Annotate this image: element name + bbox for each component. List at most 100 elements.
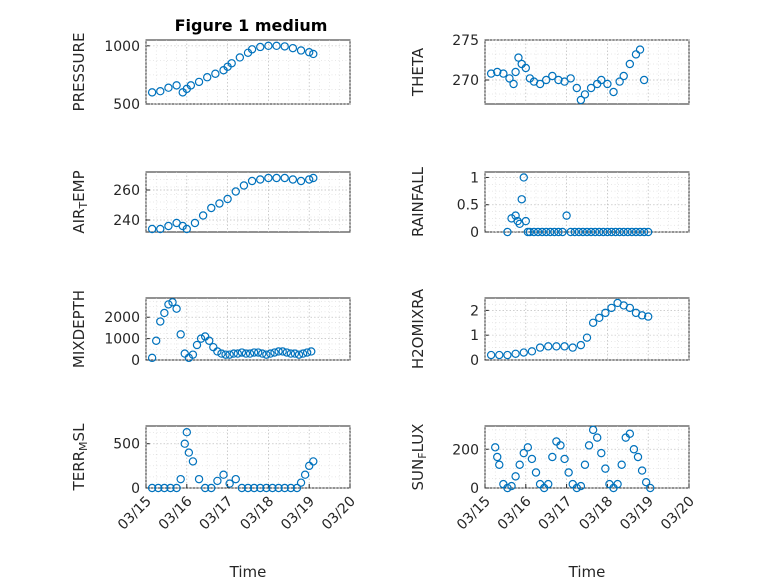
data-point — [523, 443, 533, 452]
data-point — [519, 448, 528, 458]
data-point — [274, 483, 283, 493]
data-point — [309, 173, 318, 183]
data-point — [611, 227, 620, 237]
data-point — [156, 317, 165, 326]
data-point — [202, 73, 212, 82]
data-point — [576, 95, 586, 105]
subplot-8: 0 200 03/15 03/16 03/17 03/18 03/19 03/20 SUNFLU… — [409, 424, 698, 581]
data-point — [207, 483, 216, 493]
data-point — [550, 227, 559, 237]
data-point — [499, 69, 508, 78]
data-point — [533, 227, 543, 237]
data-point — [546, 227, 555, 237]
data-point — [211, 69, 220, 78]
x-tick-label: 03/16 — [495, 493, 535, 533]
data-point — [582, 227, 592, 237]
data-point — [495, 460, 504, 469]
data-point — [635, 227, 645, 237]
data-point — [491, 443, 500, 452]
subplot-2: 270 275 THETA — [409, 33, 690, 105]
data-point — [160, 308, 169, 318]
data-point — [268, 483, 277, 493]
data-point — [548, 452, 557, 462]
data-point — [172, 483, 181, 493]
data-point — [584, 441, 594, 450]
data-point — [566, 74, 575, 83]
data-point — [180, 439, 189, 448]
data-point — [601, 308, 610, 318]
y-tick-label: 1000 — [104, 39, 140, 55]
data-point — [495, 350, 504, 360]
data-point — [639, 75, 649, 85]
data-point — [558, 227, 567, 237]
data-point — [231, 187, 240, 196]
data-point — [256, 42, 265, 52]
y-axis-label: TERRMSL — [70, 423, 90, 492]
data-point — [213, 347, 222, 356]
data-point — [264, 173, 273, 183]
data-point — [249, 483, 259, 493]
data-point — [182, 224, 191, 234]
y-tick-label: 1 — [470, 170, 479, 186]
data-point — [637, 466, 647, 475]
subplot-4: 0 0.5 1 RAINFALL — [409, 166, 690, 241]
data-point — [296, 176, 306, 186]
data-point — [615, 77, 624, 86]
data-point — [625, 59, 635, 69]
x-tick-label: 03/16 — [156, 493, 196, 533]
data-point — [633, 452, 643, 462]
y-tick-label: 0.5 — [457, 198, 479, 214]
data-point — [521, 63, 531, 73]
data-point — [282, 348, 291, 357]
data-point — [514, 53, 523, 62]
data-point — [597, 75, 606, 85]
data-point — [198, 211, 208, 220]
y-tick-label: 2 — [470, 303, 479, 319]
data-point — [305, 48, 314, 57]
data-point — [168, 298, 177, 307]
data-point — [147, 88, 157, 97]
data-point — [194, 474, 204, 484]
data-point — [560, 342, 569, 351]
data-point — [582, 333, 592, 342]
data-point — [241, 349, 251, 358]
data-point — [305, 175, 314, 184]
data-point — [613, 479, 622, 489]
data-point — [576, 481, 586, 491]
y-tick-label: 0 — [131, 353, 140, 369]
data-point — [154, 483, 163, 493]
data-point — [237, 348, 247, 357]
data-point — [603, 79, 612, 89]
data-point — [623, 227, 633, 237]
data-point — [309, 457, 318, 466]
data-point — [644, 227, 653, 237]
data-point — [300, 470, 310, 479]
x-tick-label: 03/19 — [278, 494, 318, 534]
subplot-1: 500 1000 PRESSURE — [70, 33, 351, 113]
data-point — [637, 311, 647, 320]
x-tick-label: 03/17 — [197, 494, 237, 534]
data-point — [601, 464, 610, 473]
data-point — [580, 460, 590, 469]
y-axis-label: H2OMIXRA — [409, 288, 427, 369]
data-point — [639, 227, 649, 237]
data-point — [529, 227, 539, 237]
data-point — [617, 460, 626, 469]
data-point — [493, 67, 502, 77]
data-point — [646, 483, 655, 493]
data-point — [641, 477, 651, 487]
data-point — [231, 474, 240, 484]
y-axis-label: RAINFALL — [409, 166, 427, 237]
data-point — [247, 176, 257, 186]
data-point — [176, 474, 185, 484]
data-point — [245, 349, 255, 358]
data-point — [503, 227, 512, 237]
data-point — [511, 349, 520, 358]
data-point — [215, 199, 224, 208]
data-point — [625, 303, 635, 313]
data-point — [239, 181, 249, 190]
data-point — [525, 227, 535, 237]
x-tick-label: 03/15 — [115, 494, 155, 534]
data-point — [207, 203, 216, 213]
data-point — [166, 483, 175, 493]
